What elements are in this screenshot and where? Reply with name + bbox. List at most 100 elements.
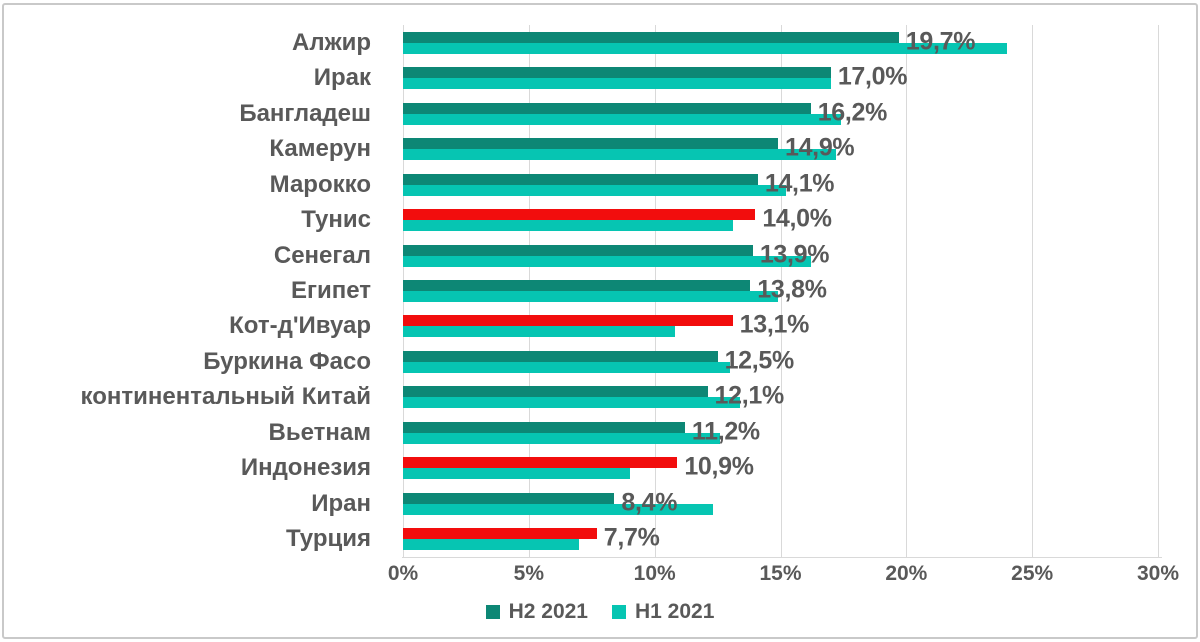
- chart-row: Бангладеш 16,2%: [20, 96, 1163, 131]
- value-label: 16,2%: [817, 98, 888, 127]
- category-label: Индонезия: [240, 454, 371, 482]
- h1-2021-bar: [403, 113, 841, 125]
- value-label: 10,9%: [684, 452, 754, 481]
- x-tick-label: 5%: [513, 562, 545, 585]
- value-label: 7,7%: [603, 523, 660, 552]
- h2-2021-bar: [403, 315, 733, 327]
- h2-2021-bar: [403, 67, 831, 79]
- chart-row: континентальный Китай 12,1%: [20, 380, 1163, 415]
- bar-group: 10,9%: [403, 451, 1163, 486]
- h2-2021-bar: [403, 244, 753, 256]
- chart-row: Кот-д'Ивуар 13,1%: [20, 309, 1163, 344]
- value-label: 13,1%: [739, 310, 810, 339]
- h2-2021-bar: [403, 457, 678, 469]
- chart-row: Вьетнам 11,2%: [20, 415, 1163, 450]
- gridline: [780, 25, 782, 557]
- bar-group: 13,1%: [403, 309, 1163, 344]
- h2-2021-bar: [403, 386, 708, 398]
- category-label: Турция: [286, 525, 371, 553]
- legend-swatch-icon: [612, 604, 626, 619]
- bar-group: 13,8%: [403, 273, 1163, 308]
- category-label: континентальный Китай: [80, 383, 371, 411]
- bar-group: 11,2%: [403, 415, 1163, 450]
- h1-2021-bar: [403, 361, 731, 373]
- value-label: 19,7%: [905, 27, 976, 56]
- x-axis-tick-labels: 0% 5% 10% 15% 20% 25% 30%: [388, 562, 1179, 588]
- chart-row: Алжир 19,7%: [20, 25, 1163, 60]
- bar-group: 8,4%: [403, 486, 1163, 521]
- h2-2021-bar: [403, 102, 811, 114]
- gridline: [906, 25, 908, 557]
- value-label: 12,5%: [724, 346, 795, 375]
- x-tick-label: 30%: [1136, 562, 1180, 585]
- chart-row: Индонезия 10,9%: [20, 451, 1163, 486]
- bar-group: 12,5%: [403, 344, 1163, 379]
- x-axis-line: [402, 557, 1162, 558]
- value-label: 14,0%: [762, 204, 832, 233]
- h1-2021-bar: [403, 184, 786, 196]
- x-tick-label: 25%: [1011, 562, 1054, 585]
- category-label: Марокко: [269, 170, 371, 198]
- bar-group: 14,0%: [403, 202, 1163, 237]
- h2-2021-bar: [403, 31, 899, 43]
- h1-2021-bar: [403, 432, 721, 444]
- h2-2021-bar: [403, 528, 597, 540]
- h2-2021-bar: [403, 209, 756, 221]
- chart-row: Камерун 14,9%: [20, 131, 1163, 166]
- bar-group: 17,0%: [403, 60, 1163, 95]
- h1-2021-bar: [403, 220, 733, 232]
- chart-row: Египет 13,8%: [20, 273, 1163, 308]
- chart-row: Тунис 14,0%: [20, 202, 1163, 237]
- value-label: 13,9%: [759, 239, 830, 268]
- x-tick-label: 0%: [387, 562, 419, 585]
- category-label: Буркина Фасо: [203, 347, 371, 375]
- bar-group: 14,9%: [403, 131, 1163, 166]
- gridline: [1158, 25, 1159, 557]
- h1-2021-bar: [403, 149, 836, 161]
- h2-2021-bar: [403, 280, 751, 292]
- category-label: Ирак: [313, 64, 371, 92]
- value-label: 14,9%: [784, 133, 855, 162]
- legend-label: H1 2021: [635, 600, 715, 623]
- category-label: Тунис: [301, 206, 371, 234]
- h1-2021-bar: [403, 42, 1007, 54]
- h2-2021-bar: [403, 138, 778, 150]
- category-label: Бангладеш: [239, 99, 371, 127]
- legend-item: H1 2021: [612, 601, 714, 622]
- x-tick-label: 20%: [885, 562, 928, 585]
- h1-2021-bar: [403, 326, 675, 338]
- h1-2021-bar: [403, 291, 778, 303]
- category-label: Алжир: [291, 28, 371, 56]
- legend-swatch-icon: [485, 604, 500, 619]
- x-tick-label: 10%: [633, 562, 676, 585]
- chart-row: Турция 7,7%: [20, 522, 1163, 557]
- chart-legend: H2 2021 H1 2021: [0, 601, 1200, 622]
- chart-row: Буркина Фасо 12,5%: [20, 344, 1163, 379]
- category-label: Камерун: [269, 135, 371, 163]
- gridline: [1032, 25, 1034, 557]
- bar-group: 19,7%: [403, 25, 1163, 60]
- value-label: 11,2%: [691, 417, 760, 446]
- h1-2021-bar: [403, 78, 831, 90]
- h2-2021-bar: [403, 173, 758, 185]
- bar-group: 16,2%: [403, 96, 1163, 131]
- h1-2021-bar: [403, 255, 811, 267]
- h1-2021-bar: [403, 397, 741, 409]
- chart-row: Ирак 17,0%: [20, 60, 1163, 95]
- bar-group: 7,7%: [403, 522, 1163, 557]
- h1-2021-bar: [403, 468, 630, 480]
- h1-2021-bar: [403, 503, 713, 515]
- h2-2021-bar: [403, 421, 685, 433]
- category-label: Кот-д'Ивуар: [229, 312, 371, 340]
- category-label: Вьетнам: [268, 418, 371, 446]
- bar-chart-plot-area: Алжир 19,7% Ирак 17,0% Бангладеш 16,2% Камерун…: [20, 25, 1163, 557]
- legend-item: H2 2021: [485, 601, 588, 622]
- bar-group: 14,1%: [403, 167, 1163, 202]
- chart-row: Сенегал 13,9%: [20, 238, 1163, 273]
- h1-2021-bar: [403, 539, 580, 551]
- bar-group: 13,9%: [403, 238, 1163, 273]
- value-label: 12,1%: [714, 381, 785, 410]
- category-label: Сенегал: [273, 241, 371, 269]
- value-label: 14,1%: [764, 168, 835, 197]
- chart-row: Марокко 14,1%: [20, 167, 1163, 202]
